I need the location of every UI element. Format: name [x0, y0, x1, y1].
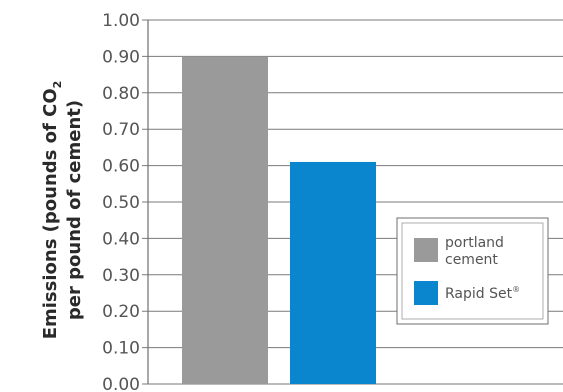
legend-label-portland-line1: portland: [445, 235, 504, 251]
y-tick-label-0: 0.00: [102, 375, 140, 392]
y-tick-label-2: 0.20: [102, 302, 140, 322]
legend-label-rapid-set: Rapid Set®: [445, 285, 520, 302]
legend-label-portland-line2: cement: [445, 252, 498, 268]
y-axis-title-text: Emissions (pounds of CO: [40, 88, 61, 339]
y-tick-labels: 0.00 0.10 0.20 0.30 0.40 0.50 0.60 0.70 0.80 0.90…: [102, 11, 140, 392]
y-tick-label-6: 0.60: [102, 157, 140, 177]
legend-swatch-portland-cement: [414, 238, 438, 262]
y-axis-title-line1: Emissions (pounds of CO2: [40, 81, 64, 340]
y-tick-label-3: 0.30: [102, 266, 140, 286]
y-tick-label-1: 0.10: [102, 339, 140, 359]
y-axis-title-line2: per pound of cement): [64, 100, 85, 320]
y-tick-label-7: 0.70: [102, 120, 140, 140]
y-tick-label-9: 0.90: [102, 47, 140, 67]
legend: portland cement Rapid Set®: [396, 217, 549, 325]
y-tick-label-4: 0.40: [102, 229, 140, 249]
y-tick-label-8: 0.80: [102, 84, 140, 104]
bars: [182, 56, 376, 385]
y-tick-label-5: 0.50: [102, 193, 140, 213]
y-tick-label-10: 1.00: [102, 11, 140, 31]
legend-swatch-rapid-set: [414, 281, 438, 305]
y-axis-title-subscript: 2: [51, 81, 64, 89]
y-axis-title: Emissions (pounds of CO2 per pound of ce…: [40, 81, 85, 340]
bar-rapid-set: [290, 161, 376, 384]
legend-label-rapid-set-text: Rapid Set: [445, 286, 513, 302]
bar-portland-cement: [182, 56, 268, 385]
legend-label-rapid-set-registered: ®: [512, 285, 520, 294]
